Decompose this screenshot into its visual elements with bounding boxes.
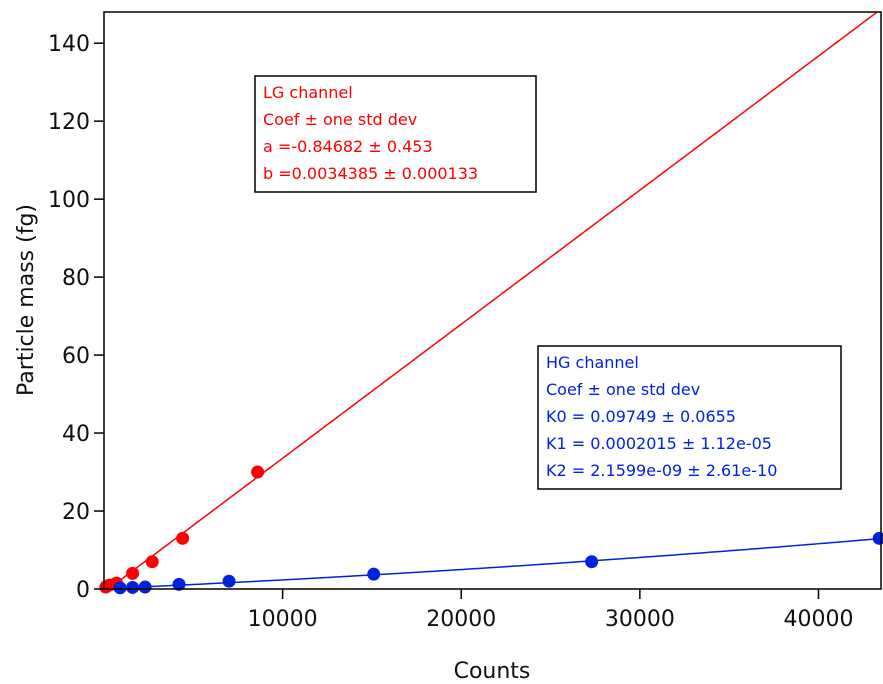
annotation-text: b =0.0034385 ± 0.000133 xyxy=(263,164,478,183)
y-tick-label: 120 xyxy=(48,110,90,135)
axis-ticks: 0 20 40 60 80 100 120 140 10000 20000 30000 40000 xyxy=(48,32,853,632)
data-point xyxy=(126,566,140,580)
y-tick-label: 80 xyxy=(62,266,90,291)
x-tick-label: 40000 xyxy=(783,607,853,632)
annotation-box xyxy=(254,75,537,193)
data-point xyxy=(585,555,599,569)
annotation-text: LG channel xyxy=(263,83,353,102)
annotation-box xyxy=(537,345,842,490)
y-tick-label: 100 xyxy=(48,188,90,213)
annotation-text: a =-0.84682 ± 0.453 xyxy=(263,137,433,156)
y-tick-label: 140 xyxy=(48,32,90,57)
data-point xyxy=(251,465,265,479)
data-point xyxy=(113,581,127,595)
annotation-text: HG channel xyxy=(546,353,639,372)
annotation-boxes: LG channel Coef ± one std dev a =-0.84682 … xyxy=(254,75,842,490)
annotation-text: Coef ± one std dev xyxy=(263,110,417,129)
data-point xyxy=(145,555,159,569)
data-point xyxy=(367,567,381,581)
x-axis-title: Counts xyxy=(454,659,531,684)
y-tick-label: 0 xyxy=(76,578,90,603)
plot-frame xyxy=(103,11,882,590)
data-point xyxy=(176,531,190,545)
data-point xyxy=(222,574,236,588)
x-tick-label: 30000 xyxy=(605,607,675,632)
y-tick-label: 60 xyxy=(62,344,90,369)
annotation-text: K0 = 0.09749 ± 0.0655 xyxy=(546,407,736,426)
data-point xyxy=(126,580,140,594)
y-tick-label: 40 xyxy=(62,422,90,447)
data-point xyxy=(172,577,186,591)
y-axis-title: Particle mass (fg) xyxy=(14,204,39,396)
fit-line xyxy=(107,12,879,589)
data-point xyxy=(138,580,152,594)
annotation-text: K2 = 2.1599e-09 ± 2.61e-10 xyxy=(546,461,777,480)
y-tick-label: 20 xyxy=(62,500,90,525)
fit-line xyxy=(104,537,881,589)
annotation-text: Coef ± one std dev xyxy=(546,380,700,399)
x-tick-label: 10000 xyxy=(248,607,318,632)
x-tick-label: 20000 xyxy=(426,607,496,632)
annotation-text: K1 = 0.0002015 ± 1.12e-05 xyxy=(546,434,772,453)
